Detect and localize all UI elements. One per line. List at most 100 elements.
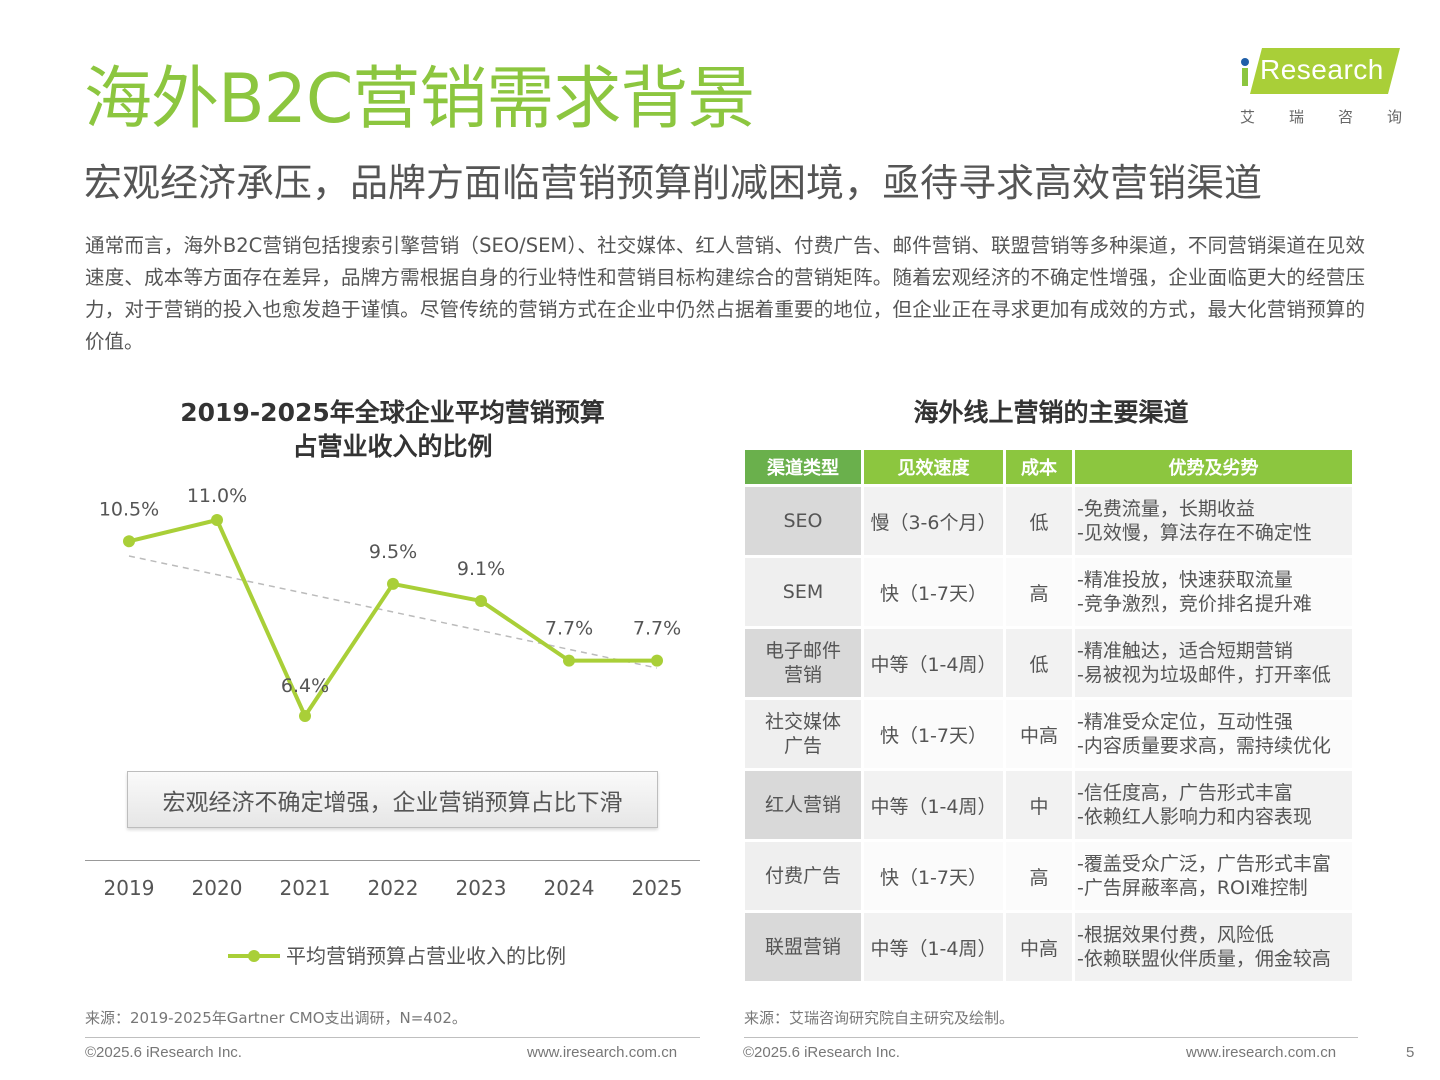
data-label: 9.5%: [369, 541, 417, 563]
header-speed: 见效速度: [864, 450, 1003, 484]
x-axis-line: [85, 860, 700, 861]
chart-annotation: 宏观经济不确定增强，企业营销预算占比下滑: [127, 771, 658, 828]
cons-text: -广告屏蔽率高，ROI难控制: [1077, 877, 1308, 899]
intro-paragraph: 通常而言，海外B2C营销包括搜索引擎营销（SEO/SEM）、社交媒体、红人营销、…: [85, 234, 1365, 353]
cell-channel: SEO: [745, 487, 861, 555]
cell-pros-cons: -信任度高，广告形式丰富 -依赖红人影响力和内容表现: [1075, 771, 1352, 839]
x-tick: 2022: [367, 876, 419, 900]
data-label: 7.7%: [545, 618, 593, 640]
pros-text: -精准投放，快速获取流量: [1077, 569, 1293, 591]
cell-cost: 低: [1006, 487, 1072, 555]
line-chart: 10.5% 11.0% 6.4% 9.5% 9.1% 7.7% 7.7%: [99, 485, 681, 722]
channels-table: 渠道类型 见效速度 成本 优势及劣势 SEO 慢（3-6个月） 低 -免费流量，…: [742, 447, 1355, 984]
data-label: 6.4%: [281, 675, 329, 697]
logo-dot-icon: [1241, 58, 1249, 66]
logo-cn-text: 艾 瑞 咨 询: [1240, 106, 1402, 127]
chart-title: 2019-2025年全球企业平均营销预算 占营业收入的比例: [130, 396, 655, 464]
cell-pros-cons: -精准投放，快速获取流量 -竞争激烈，竞价排名提升难: [1075, 558, 1352, 626]
data-point: [299, 710, 311, 722]
logo-cn-char: 艾: [1240, 108, 1256, 126]
cell-pros-cons: -精准触达，适合短期营销 -易被视为垃圾邮件，打开率低: [1075, 629, 1352, 697]
x-tick: 2023: [455, 876, 507, 900]
pros-text: -精准触达，适合短期营销: [1077, 640, 1293, 662]
cons-text: -见效慢，算法存在不确定性: [1077, 522, 1312, 544]
cell-pros-cons: -免费流量，长期收益 -见效慢，算法存在不确定性: [1075, 487, 1352, 555]
x-tick: 2025: [631, 876, 683, 900]
cell-pros-cons: -精准受众定位，互动性强 -内容质量要求高，需持续优化: [1075, 700, 1352, 768]
x-tick: 2024: [543, 876, 595, 900]
cell-channel: 红人营销: [745, 771, 861, 839]
footer-divider-right: [744, 1037, 1358, 1038]
cell-channel: 付费广告: [745, 842, 861, 910]
pros-text: -免费流量，长期收益: [1077, 498, 1255, 520]
pros-text: -根据效果付费，风险低: [1077, 924, 1274, 946]
iresearch-logo: Research 艾 瑞 咨 询: [1238, 46, 1403, 126]
channel-line2: 营销: [783, 664, 822, 686]
header-pros-cons: 优势及劣势: [1075, 450, 1352, 484]
data-label: 11.0%: [187, 485, 247, 507]
cell-channel: 电子邮件 营销: [745, 629, 861, 697]
logo-i-icon: [1242, 68, 1248, 86]
table-row: SEM 快（1-7天） 高 -精准投放，快速获取流量 -竞争激烈，竞价排名提升难: [745, 558, 1352, 626]
pros-text: -精准受众定位，互动性强: [1077, 711, 1293, 733]
cell-speed: 快（1-7天）: [864, 700, 1003, 768]
logo-cn-char: 询: [1386, 108, 1402, 126]
cell-pros-cons: -根据效果付费，风险低 -依赖联盟伙伴质量，佣金较高: [1075, 913, 1352, 981]
table-row: 红人营销 中等（1-4周） 中 -信任度高，广告形式丰富 -依赖红人影响力和内容…: [745, 771, 1352, 839]
data-point: [475, 594, 487, 607]
cell-speed: 慢（3-6个月）: [864, 487, 1003, 555]
website-link-left[interactable]: www.iresearch.com.cn: [527, 1044, 678, 1061]
logo-cn-char: 瑞: [1288, 108, 1304, 126]
cell-cost: 高: [1006, 558, 1072, 626]
page-subtitle: 宏观经济承压，品牌方面临营销预算削减困境，亟待寻求高效营销渠道: [84, 161, 1263, 205]
cell-cost: 高: [1006, 842, 1072, 910]
page-title: 海外B2C营销需求背景: [84, 60, 755, 139]
chart-title-line1: 2019-2025年全球企业平均营销预算: [180, 398, 605, 427]
cell-channel: 社交媒体 广告: [745, 700, 861, 768]
x-tick: 2021: [279, 876, 331, 900]
cell-speed: 快（1-7天）: [864, 842, 1003, 910]
chart-source-note: 来源：2019-2025年Gartner CMO支出调研，N=402。: [85, 1009, 467, 1027]
data-label: 9.1%: [457, 558, 505, 580]
chart-title-line2: 占营业收入的比例: [292, 432, 493, 461]
page-number: 5: [1406, 1044, 1415, 1061]
channel-line1: 电子邮件: [764, 640, 841, 662]
cell-cost: 中高: [1006, 700, 1072, 768]
cell-channel: SEM: [745, 558, 861, 626]
data-point: [387, 577, 399, 590]
pros-text: -信任度高，广告形式丰富: [1077, 782, 1293, 804]
copyright-left: ©2025.6 iResearch Inc.: [85, 1044, 242, 1061]
cell-pros-cons: -覆盖受众广泛，广告形式丰富 -广告屏蔽率高，ROI难控制: [1075, 842, 1352, 910]
table-row: SEO 慢（3-6个月） 低 -免费流量，长期收益 -见效慢，算法存在不确定性: [745, 487, 1352, 555]
pros-text: -覆盖受众广泛，广告形式丰富: [1077, 853, 1331, 875]
cons-text: -易被视为垃圾邮件，打开率低: [1077, 664, 1331, 686]
cell-cost: 中: [1006, 771, 1072, 839]
data-point: [651, 654, 663, 667]
footer-divider-left: [85, 1037, 700, 1038]
data-point: [123, 535, 135, 548]
chart-legend: 平均营销预算占营业收入的比例: [228, 940, 566, 969]
table-row: 社交媒体 广告 快（1-7天） 中高 -精准受众定位，互动性强 -内容质量要求高…: [745, 700, 1352, 768]
x-tick: 2020: [191, 876, 243, 900]
table-row: 电子邮件 营销 中等（1-4周） 低 -精准触达，适合短期营销 -易被视为垃圾邮…: [745, 629, 1352, 697]
legend-label: 平均营销预算占营业收入的比例: [286, 944, 566, 968]
data-labels: 10.5% 11.0% 6.4% 9.5% 9.1% 7.7% 7.7%: [99, 485, 681, 697]
cell-cost: 中高: [1006, 913, 1072, 981]
cons-text: -依赖红人影响力和内容表现: [1077, 806, 1312, 828]
channel-line2: 广告: [783, 735, 822, 757]
table-row: 联盟营销 中等（1-4周） 中高 -根据效果付费，风险低 -依赖联盟伙伴质量，佣…: [745, 913, 1352, 981]
logo-cn-char: 咨: [1337, 108, 1353, 126]
table-source-note: 来源：艾瑞咨询研究院自主研究及绘制。: [744, 1009, 1015, 1027]
header-channel: 渠道类型: [745, 450, 861, 484]
logo-banner: [1250, 48, 1400, 94]
x-tick: 2019: [103, 876, 155, 900]
copyright-right: ©2025.6 iResearch Inc.: [743, 1044, 900, 1061]
cell-speed: 快（1-7天）: [864, 558, 1003, 626]
data-label: 10.5%: [99, 498, 159, 520]
data-label: 7.7%: [633, 618, 681, 640]
cons-text: -依赖联盟伙伴质量，佣金较高: [1077, 948, 1331, 970]
logo-brand-text: Research: [1260, 54, 1384, 85]
cell-cost: 低: [1006, 629, 1072, 697]
website-link-right[interactable]: www.iresearch.com.cn: [1186, 1044, 1337, 1061]
cell-speed: 中等（1-4周）: [864, 771, 1003, 839]
